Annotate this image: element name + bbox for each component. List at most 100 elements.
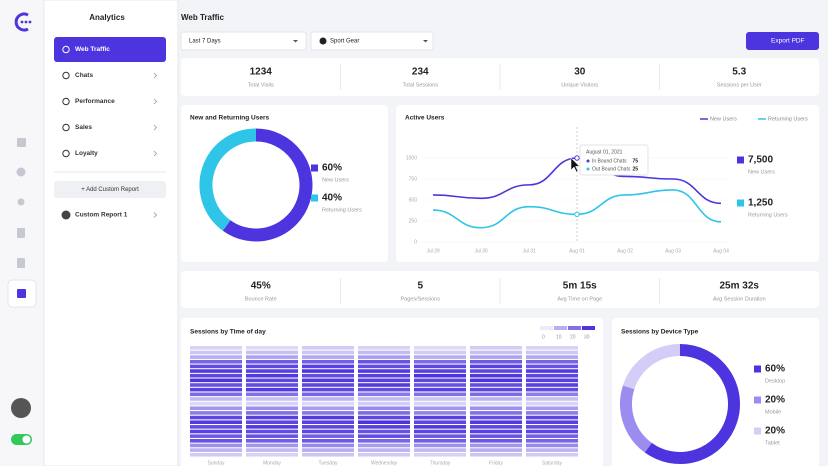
card-title: Sessions by Time of day — [190, 329, 266, 336]
cursor — [570, 157, 581, 173]
heat-cell — [358, 383, 410, 387]
heat-cell — [246, 387, 298, 392]
rail-icon[interactable] — [16, 167, 26, 177]
heat-cell — [526, 434, 578, 438]
heat-cell — [414, 406, 466, 411]
heat-cell — [470, 378, 522, 383]
nav-selected[interactable] — [54, 37, 166, 62]
rail-icon[interactable] — [17, 258, 25, 268]
total-value: 1,250 — [748, 198, 773, 209]
heat-cell — [190, 359, 242, 364]
heat-cell — [302, 387, 354, 392]
heat-cell — [470, 425, 522, 429]
heat-cell — [246, 411, 298, 415]
heat-cell — [470, 373, 522, 378]
heat-cell — [358, 364, 410, 369]
legend-label: New Users — [322, 177, 349, 183]
nav-icon — [62, 97, 70, 106]
rail-icon[interactable] — [17, 289, 26, 298]
heat-cell — [246, 359, 298, 364]
card-title: Active Users — [405, 115, 445, 122]
tooltip-value: 75 — [632, 158, 638, 164]
heat-cell — [246, 425, 298, 429]
card-title: Sessions by Device Type — [621, 329, 699, 336]
toggle-knob — [22, 435, 31, 444]
heat-cell — [302, 383, 354, 387]
heat-cell — [526, 406, 578, 411]
stat-value: 45% — [251, 281, 271, 292]
rail-icon[interactable] — [17, 228, 25, 238]
stat-label: Total Sessions — [403, 82, 439, 88]
filter-dropdown[interactable] — [310, 31, 434, 51]
add-report-button[interactable] — [54, 181, 166, 198]
heat-cell — [526, 452, 578, 457]
stat-value: 30 — [574, 67, 586, 78]
x-tick-label: Thursday — [430, 460, 451, 466]
stat-label: Total Visits — [248, 82, 274, 88]
page-title: Web Traffic — [181, 13, 225, 22]
export-label: Export PDF — [771, 38, 805, 45]
heat-cell — [246, 429, 298, 434]
stat-label: Unique Visitors — [561, 82, 598, 88]
heat-cell — [246, 364, 298, 369]
rail-icons — [16, 138, 26, 268]
heat-cell — [358, 392, 410, 397]
x-tick-label: Monday — [263, 460, 281, 466]
heat-cell — [190, 364, 242, 369]
heat-cell — [358, 429, 410, 434]
heat-cell — [526, 346, 578, 350]
rail-icon[interactable] — [17, 198, 25, 206]
heat-cell — [470, 452, 522, 457]
heat-cell — [526, 387, 578, 392]
x-tick-label: Aug 03 — [665, 248, 681, 254]
export-button[interactable] — [746, 32, 819, 50]
heat-cell — [526, 443, 578, 448]
heat-cell — [414, 411, 466, 415]
filter-dropdown[interactable] — [180, 31, 307, 51]
sidebar-title: Analytics — [89, 13, 125, 22]
heat-cell — [190, 448, 242, 452]
heat-cell — [302, 392, 354, 397]
heat-cell — [358, 346, 410, 350]
heat-cell — [358, 378, 410, 383]
legend-swatch — [754, 396, 761, 404]
rail-icon[interactable] — [17, 138, 26, 147]
legend-value: 20% — [765, 426, 785, 437]
heat-cell — [470, 346, 522, 350]
nav-icon — [62, 71, 70, 80]
heat-cell — [190, 397, 242, 401]
nav-item[interactable]: Sales — [75, 124, 92, 131]
heat-cell — [246, 378, 298, 383]
logo — [14, 12, 29, 32]
heat-cell — [358, 448, 410, 452]
heat-cell — [358, 452, 410, 457]
legend-swatch — [754, 365, 761, 373]
heat-cell — [246, 406, 298, 411]
heat-cell — [414, 359, 466, 364]
heat-cell — [526, 369, 578, 373]
stat-label: Bounce Rate — [245, 296, 277, 302]
heat-cell — [470, 415, 522, 420]
nav-item[interactable]: Performance — [75, 98, 115, 105]
heat-cell — [414, 392, 466, 397]
heat-cell — [190, 392, 242, 397]
heat-cell — [190, 443, 242, 448]
heat-cell — [526, 401, 578, 406]
heat-cell — [358, 350, 410, 355]
heat-cell — [302, 373, 354, 378]
x-tick-label: Sunday — [208, 460, 225, 466]
heat-cell — [414, 346, 466, 350]
nav-item[interactable]: Chats — [75, 72, 93, 79]
avatar[interactable] — [11, 398, 31, 418]
heat-cell — [302, 420, 354, 424]
x-tick-label: Aug 04 — [713, 248, 729, 254]
caret — [293, 40, 298, 43]
hover-point — [574, 211, 580, 217]
heat-cell — [302, 406, 354, 411]
heat-cell — [358, 406, 410, 411]
heat-cell — [470, 355, 522, 359]
donut-segment — [644, 344, 740, 464]
nav-item[interactable]: Web Traffic — [75, 46, 110, 53]
heat-cell — [358, 355, 410, 359]
nav-item[interactable]: Loyalty — [75, 150, 98, 157]
